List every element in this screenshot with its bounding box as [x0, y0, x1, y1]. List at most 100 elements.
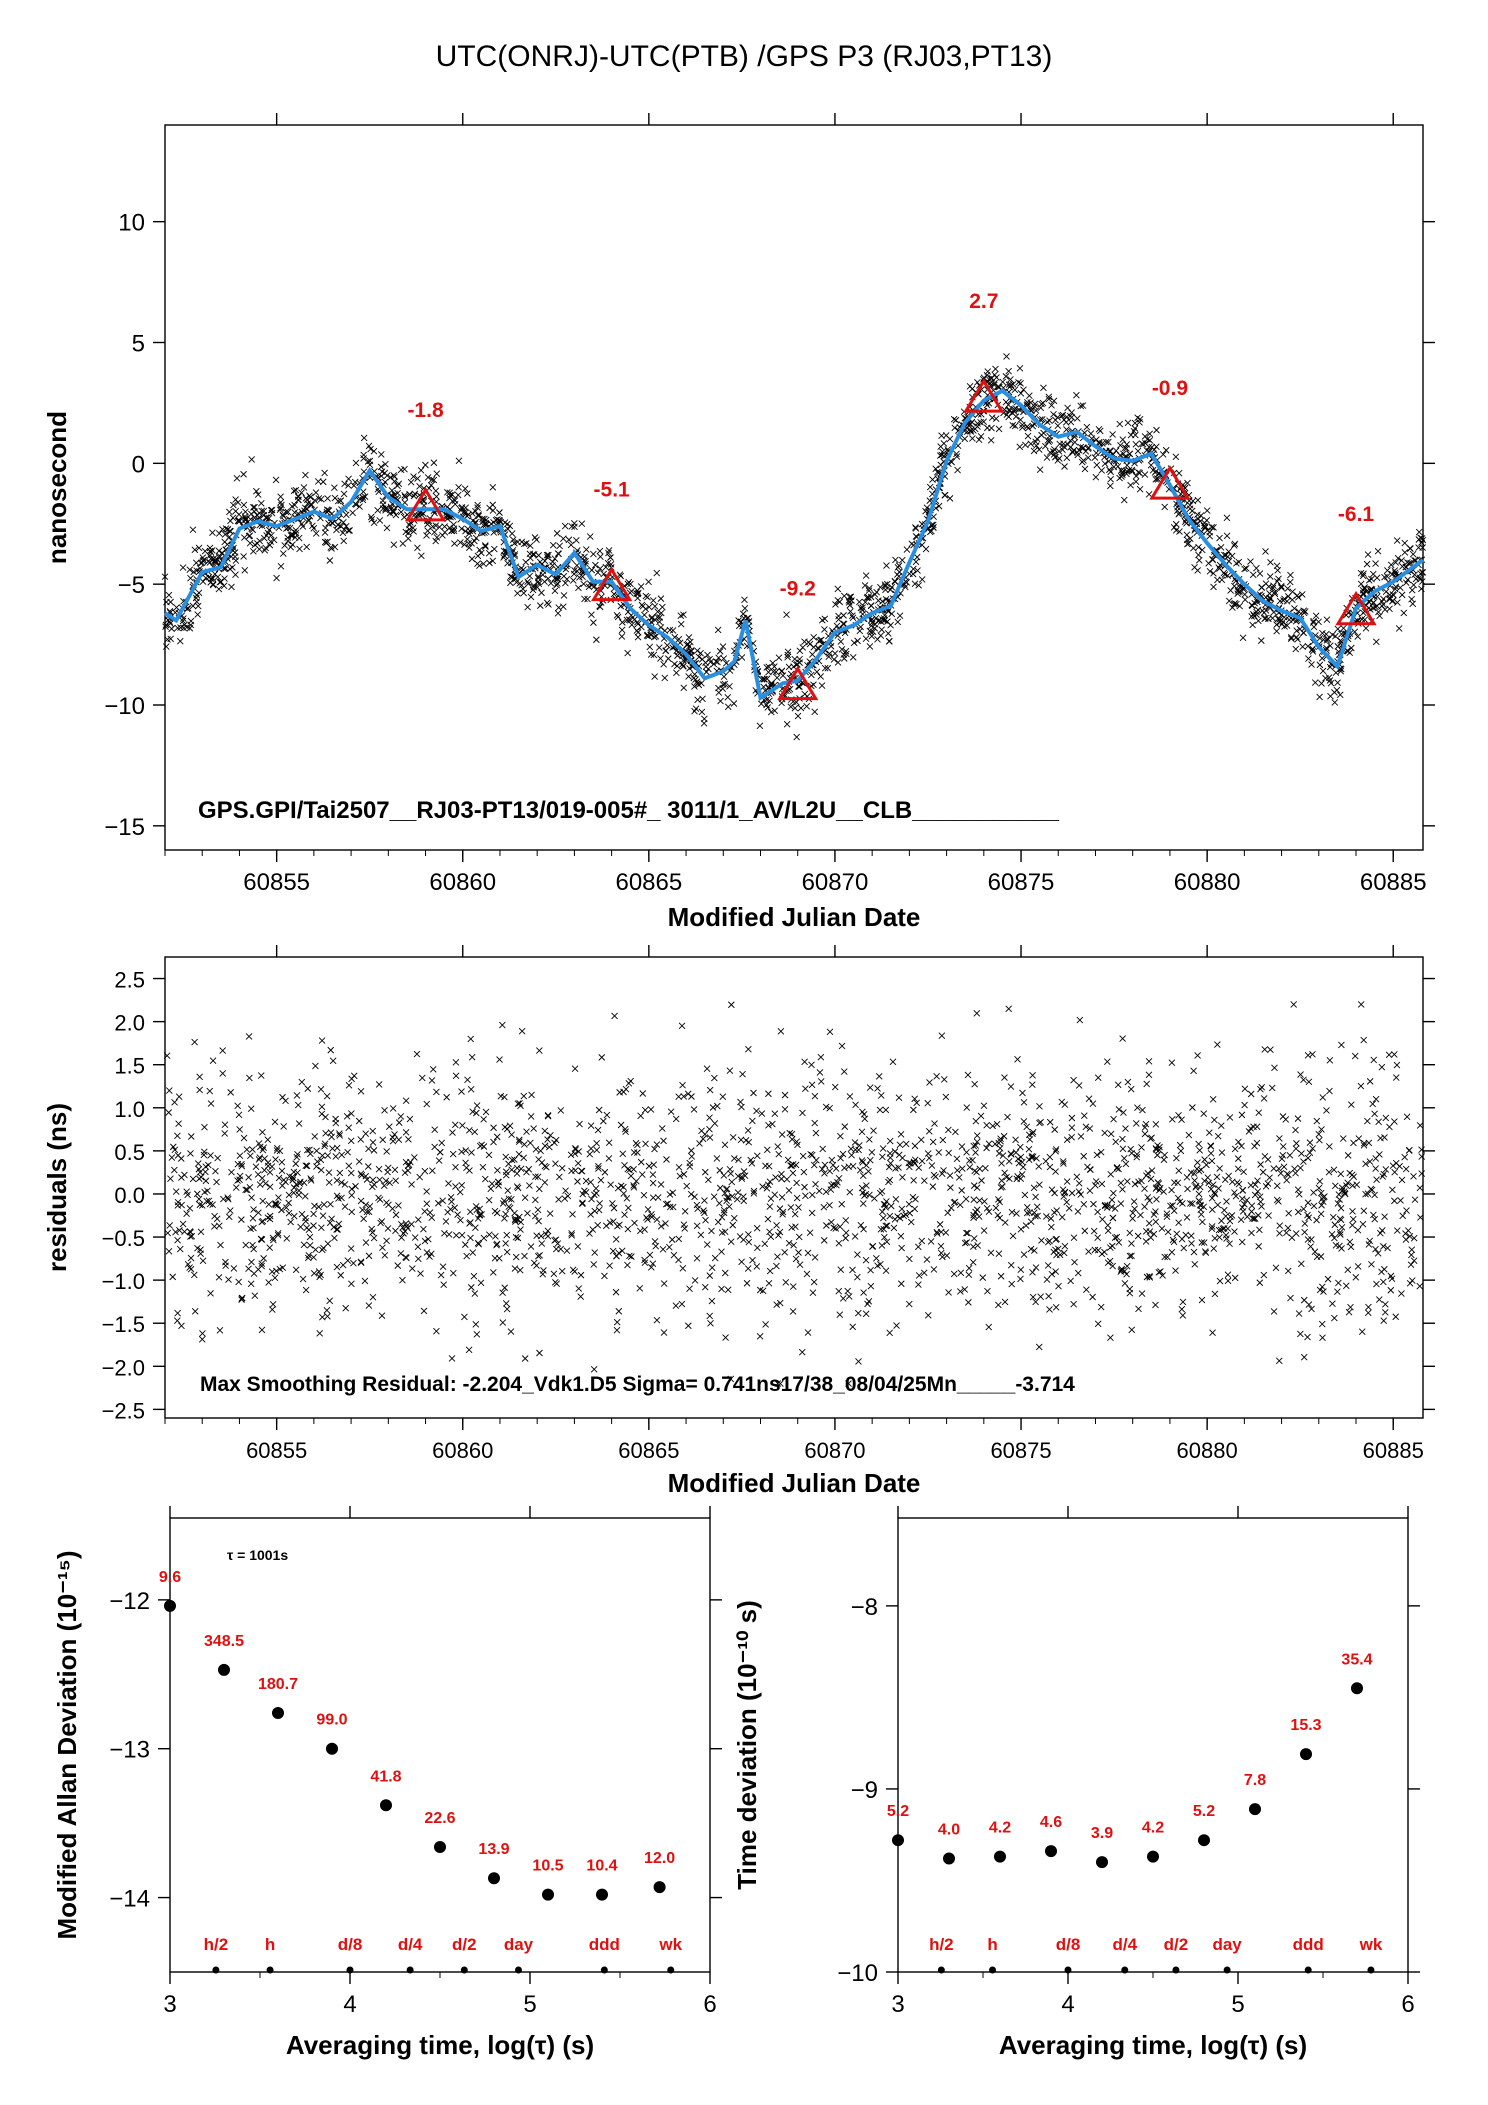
- residual-point: [728, 1178, 736, 1186]
- time-marker-dot: [1121, 1966, 1129, 1974]
- residual-point: [669, 1189, 677, 1197]
- residual-point: [433, 1327, 440, 1335]
- residual-point: [882, 1106, 890, 1114]
- residual-point: [1104, 1227, 1112, 1235]
- raw-point: [482, 543, 489, 550]
- residual-point: [499, 1021, 506, 1029]
- raw-point: [648, 614, 656, 621]
- residual-point: [1371, 1215, 1379, 1223]
- residual-point: [1297, 1071, 1304, 1078]
- residual-point: [1352, 1273, 1360, 1281]
- residual-point: [1009, 1232, 1017, 1240]
- residual-points: [163, 1001, 1426, 1387]
- deviation-value-label: 5.2: [1193, 1803, 1215, 1820]
- raw-point: [1116, 420, 1124, 428]
- residual-point: [468, 1149, 475, 1156]
- raw-point: [236, 518, 243, 525]
- plot-frame: [897, 1517, 1409, 1973]
- raw-point: [333, 526, 340, 534]
- residual-point: [969, 1243, 977, 1250]
- residual-point: [384, 1225, 392, 1232]
- raw-point: [296, 545, 303, 553]
- raw-point: [287, 543, 295, 551]
- residual-point: [1317, 1210, 1325, 1218]
- raw-point: [173, 604, 180, 611]
- residual-point: [1119, 1035, 1126, 1042]
- residual-point: [534, 1206, 542, 1214]
- residual-point: [1177, 1147, 1185, 1155]
- raw-point: [508, 573, 516, 581]
- raw-point: [862, 572, 870, 579]
- residual-point: [1055, 1282, 1062, 1290]
- residual-point: [792, 1255, 800, 1263]
- residual-point: [1051, 1189, 1058, 1197]
- residual-point: [1410, 1172, 1417, 1180]
- residual-point: [392, 1227, 399, 1235]
- residual-point: [579, 1200, 586, 1208]
- residual-point: [544, 1112, 552, 1119]
- residual-point: [765, 1279, 773, 1287]
- raw-point: [356, 503, 363, 510]
- residual-point: [854, 1273, 861, 1281]
- residual-point: [411, 1154, 418, 1161]
- raw-point: [1386, 596, 1393, 603]
- raw-point: [875, 617, 883, 624]
- raw-point: [1119, 436, 1127, 443]
- residual-point: [831, 1083, 839, 1091]
- residual-point: [1270, 1165, 1278, 1172]
- deviation-value-label: 15.3: [1290, 1717, 1321, 1734]
- raw-point: [302, 495, 310, 502]
- residual-point: [1295, 1310, 1303, 1317]
- residual-point: [1239, 1204, 1246, 1211]
- residual-point: [436, 1148, 444, 1156]
- raw-point: [1273, 562, 1281, 570]
- raw-point: [468, 555, 476, 563]
- residual-point: [811, 1092, 819, 1100]
- residual-point: [1300, 1076, 1307, 1084]
- raw-point: [506, 522, 514, 530]
- residual-point: [165, 1109, 173, 1116]
- residual-point: [893, 1322, 900, 1329]
- residual-point: [1135, 1305, 1142, 1313]
- raw-point: [961, 435, 969, 443]
- residual-point: [969, 1258, 977, 1266]
- raw-point: [486, 559, 493, 567]
- residual-point: [1021, 1191, 1029, 1199]
- residual-point: [930, 1266, 938, 1273]
- residual-point: [700, 1207, 707, 1214]
- raw-point: [584, 595, 591, 603]
- residual-point: [954, 1167, 961, 1174]
- time-marker-label: d/2: [1164, 1935, 1189, 1954]
- residual-point: [541, 1179, 549, 1186]
- residual-point: [609, 1200, 616, 1207]
- residual-point: [251, 1292, 259, 1299]
- residual-point: [1251, 1191, 1259, 1199]
- y-tick-label: 1.5: [114, 1054, 145, 1079]
- raw-point: [929, 476, 936, 483]
- residual-point: [369, 1139, 377, 1146]
- residual-point: [1089, 1100, 1097, 1107]
- raw-point: [1055, 448, 1063, 455]
- residual-point: [713, 1102, 721, 1110]
- residual-point: [1402, 1165, 1410, 1173]
- residual-point: [528, 1091, 535, 1099]
- residual-point: [1306, 1139, 1314, 1146]
- residual-point: [614, 1222, 621, 1230]
- marker-value-label: -6.1: [1338, 503, 1375, 526]
- residual-point: [1300, 1296, 1308, 1304]
- raw-point: [1050, 410, 1057, 418]
- residual-point: [1216, 1165, 1223, 1172]
- residual-point: [806, 1229, 814, 1237]
- residual-point: [414, 1216, 422, 1224]
- raw-point: [1305, 655, 1312, 662]
- raw-point: [342, 522, 350, 530]
- residual-point: [1283, 1176, 1290, 1184]
- raw-point: [191, 546, 199, 554]
- residual-point: [1020, 1251, 1028, 1258]
- raw-point: [536, 602, 544, 609]
- residual-point: [774, 1253, 781, 1261]
- residual-point: [1178, 1305, 1186, 1313]
- residual-point: [1257, 1085, 1264, 1093]
- raw-point: [882, 595, 890, 603]
- raw-point: [251, 503, 258, 511]
